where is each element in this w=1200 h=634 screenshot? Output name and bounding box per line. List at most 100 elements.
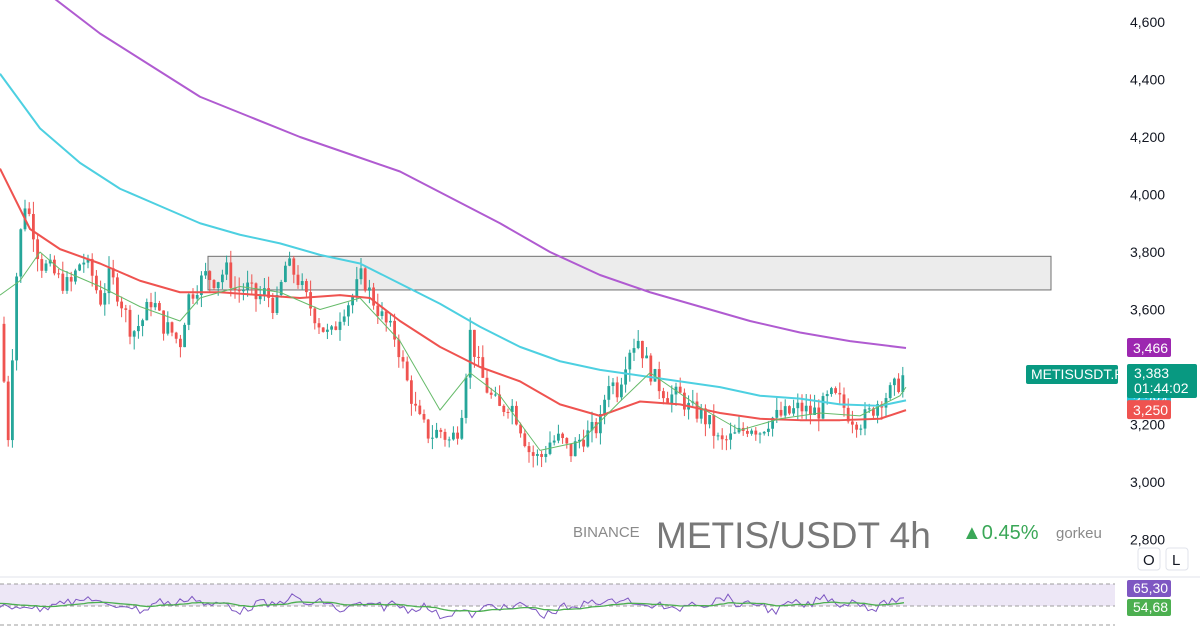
candle [69, 271, 73, 292]
candle [750, 428, 753, 436]
price-tick-label: 4,400 [1130, 72, 1165, 88]
moving-average-line [0, 73, 907, 407]
candle [313, 306, 317, 330]
candle [485, 369, 489, 394]
candle [376, 293, 380, 324]
candle [237, 277, 241, 303]
candle [515, 401, 518, 426]
candle [296, 265, 300, 289]
candle [590, 411, 594, 443]
rsi-pane[interactable]: 65,30 54,68 [0, 576, 1200, 626]
symbol-badge-bg [1026, 365, 1118, 384]
candle [578, 434, 581, 449]
candle [137, 314, 140, 339]
candle [90, 253, 94, 287]
candle [347, 302, 350, 326]
candle [657, 361, 661, 400]
candle [683, 388, 686, 417]
candle [552, 435, 556, 446]
candle [15, 272, 18, 371]
candle [149, 292, 153, 317]
candle [418, 399, 422, 416]
candle [468, 317, 472, 389]
candle [95, 270, 98, 294]
candle [284, 261, 287, 283]
candle [158, 300, 161, 311]
candle [132, 329, 136, 350]
candle [212, 279, 216, 291]
candle [636, 330, 640, 350]
candle [897, 373, 900, 394]
candle [36, 233, 39, 272]
candle [662, 387, 665, 405]
candle [334, 321, 338, 331]
candle [330, 325, 333, 335]
rsi-ma-line [0, 601, 905, 613]
candle [737, 415, 741, 434]
candle [53, 255, 56, 276]
candle [174, 331, 178, 344]
candle [813, 394, 816, 416]
candle [372, 282, 375, 310]
rsi-band [0, 584, 1115, 606]
candle [439, 427, 443, 439]
candle [359, 257, 363, 285]
candle [527, 442, 531, 463]
log-scale-button[interactable]: O [1137, 547, 1161, 571]
candle [540, 450, 543, 468]
candle [817, 399, 821, 432]
rsi-ma-value-bg [1127, 599, 1171, 616]
candle [120, 296, 123, 318]
price-tick-label: 4,000 [1130, 187, 1165, 203]
candle [40, 253, 44, 278]
candle [6, 375, 10, 447]
price-tick-label: 2,800 [1130, 532, 1165, 548]
candle [279, 279, 283, 298]
candle [821, 392, 825, 420]
price-tick-label: 3,600 [1130, 302, 1165, 318]
candle [221, 269, 224, 290]
candle [225, 255, 228, 281]
candle [477, 345, 480, 367]
candle [729, 422, 732, 450]
candle [641, 340, 644, 368]
symbol-badge: METISUSDT.P [1031, 366, 1124, 382]
candle [519, 422, 522, 438]
candle [548, 431, 552, 456]
last-price-bg [1127, 364, 1197, 398]
rsi-ma-value: 54,68 [1133, 599, 1168, 615]
candle [460, 409, 464, 440]
candle [561, 432, 564, 444]
auto-scale-button[interactable]: L [1165, 547, 1189, 571]
candle [594, 418, 598, 439]
candle [653, 368, 657, 382]
candle [615, 376, 619, 403]
candle [401, 350, 405, 369]
moving-average-line [54, 0, 907, 350]
candle [536, 449, 539, 466]
countdown: 01:44:02 [1134, 380, 1189, 396]
watermark-exchange: BINANCE [573, 524, 640, 541]
candle [107, 256, 111, 305]
candle [523, 429, 527, 448]
candle [19, 228, 23, 283]
candle [246, 270, 249, 297]
price-axis[interactable]: 4,600 4,400 4,200 4,000 3,800 3,600 3,200 3,000… [1130, 14, 1165, 548]
candle [502, 404, 506, 417]
candle [624, 356, 627, 393]
candle [200, 271, 203, 308]
candle [338, 312, 342, 341]
candle [179, 334, 182, 358]
candle [599, 405, 602, 445]
candle [275, 286, 279, 315]
candle [254, 282, 258, 312]
candle [699, 403, 703, 424]
candle [170, 321, 174, 337]
candle [792, 399, 795, 417]
candle [305, 278, 308, 297]
candle [292, 256, 296, 284]
candle [141, 318, 144, 337]
candle [506, 408, 510, 419]
